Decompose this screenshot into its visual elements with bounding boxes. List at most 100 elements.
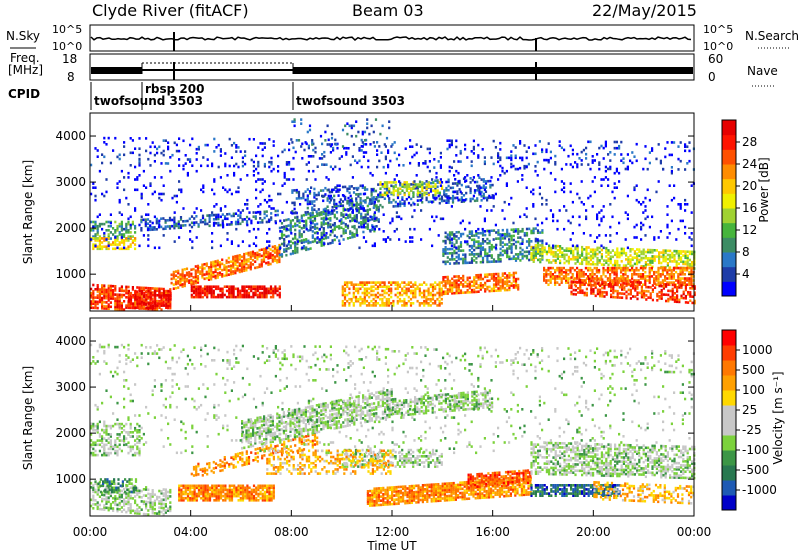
data-cell: [352, 304, 355, 307]
data-cell: [249, 253, 252, 256]
data-cell: [512, 280, 515, 283]
data-cell: [512, 238, 515, 242]
data-cell: [591, 155, 594, 158]
data-cell: [458, 188, 461, 191]
data-cell: [245, 260, 248, 264]
nave-tick-bottom: 0: [708, 70, 716, 84]
data-cell: [626, 275, 629, 278]
data-cell: [421, 194, 424, 198]
data-cell: [454, 196, 457, 200]
data-cell: [577, 280, 580, 284]
data-cell: [294, 245, 297, 248]
data-cell: [101, 290, 104, 293]
data-cell: [348, 281, 351, 284]
data-cell: [195, 215, 198, 218]
data-cell: [265, 291, 268, 295]
data-cell: [596, 288, 599, 292]
data-cell: [112, 241, 115, 244]
data-cell: [338, 200, 341, 204]
data-cell: [263, 162, 266, 166]
data-cell: [147, 203, 150, 206]
data-cell: [131, 139, 134, 142]
data-cell: [525, 150, 528, 153]
data-cell: [481, 277, 485, 281]
data-cell: [98, 213, 101, 216]
data-cell: [308, 124, 312, 128]
data-cell: [556, 277, 559, 280]
data-cell: [473, 234, 476, 237]
data-cell: [479, 252, 482, 256]
data-cell: [602, 273, 605, 276]
data-cell: [556, 268, 559, 272]
data-cell: [214, 295, 218, 299]
data-cell: [457, 283, 460, 286]
data-cell: [399, 202, 402, 206]
data-cell: [309, 241, 312, 244]
data-cell: [109, 291, 112, 294]
data-cell: [269, 289, 273, 293]
data-cell: [488, 239, 491, 243]
data-cell: [151, 300, 155, 303]
data-cell: [357, 297, 360, 301]
data-cell: [96, 239, 99, 242]
data-cell: [145, 300, 148, 303]
data-cell: [336, 146, 339, 150]
data-cell: [445, 199, 448, 202]
data-cell: [677, 252, 680, 255]
data-cell: [469, 177, 472, 180]
data-cell: [256, 255, 259, 259]
data-cell: [206, 164, 209, 168]
data-cell: [622, 277, 625, 280]
data-cell: [385, 304, 388, 307]
data-cell: [94, 222, 97, 226]
data-cell: [140, 298, 144, 301]
data-cell: [292, 156, 295, 160]
data-cell: [638, 260, 641, 264]
data-cell: [276, 289, 279, 293]
data-cell: [390, 287, 393, 291]
data-cell: [365, 281, 369, 284]
data-cell: [136, 286, 139, 289]
data-cell: [145, 296, 148, 299]
data-cell: [127, 176, 130, 179]
data-cell: [479, 284, 482, 287]
data-cell: [616, 261, 619, 265]
data-cell: [356, 209, 359, 212]
data-cell: [495, 237, 498, 240]
data-cell: [101, 298, 104, 302]
data-cell: [261, 154, 264, 158]
data-cell: [280, 234, 284, 237]
data-cell: [107, 220, 110, 224]
data-cell: [401, 185, 404, 188]
data-cell: [177, 226, 180, 230]
data-cell: [114, 243, 117, 246]
data-cell: [145, 294, 148, 297]
data-cell: [307, 239, 310, 243]
data-cell: [501, 237, 504, 240]
data-cell: [302, 245, 306, 248]
data-cell: [250, 295, 253, 299]
data-cell: [631, 258, 634, 261]
data-cell: [168, 225, 172, 228]
data-cell: [219, 293, 222, 297]
data-cell: [456, 192, 459, 195]
data-cell: [181, 274, 184, 278]
data-cell: [343, 283, 347, 286]
data-cell: [196, 275, 200, 278]
data-cell: [448, 252, 452, 255]
data-cell: [484, 233, 487, 237]
data-cell: [684, 143, 687, 146]
data-cell: [562, 266, 565, 270]
data-cell: [123, 227, 126, 231]
data-cell: [676, 296, 679, 299]
data-cell: [225, 285, 229, 288]
data-cell: [629, 292, 632, 296]
data-cell: [90, 302, 93, 305]
data-cell: [247, 258, 250, 261]
data-cell: [633, 155, 636, 158]
data-cell: [109, 161, 112, 165]
data-cell: [149, 291, 152, 295]
data-cell: [377, 199, 380, 203]
data-cell: [327, 188, 330, 192]
data-cell: [329, 219, 332, 222]
